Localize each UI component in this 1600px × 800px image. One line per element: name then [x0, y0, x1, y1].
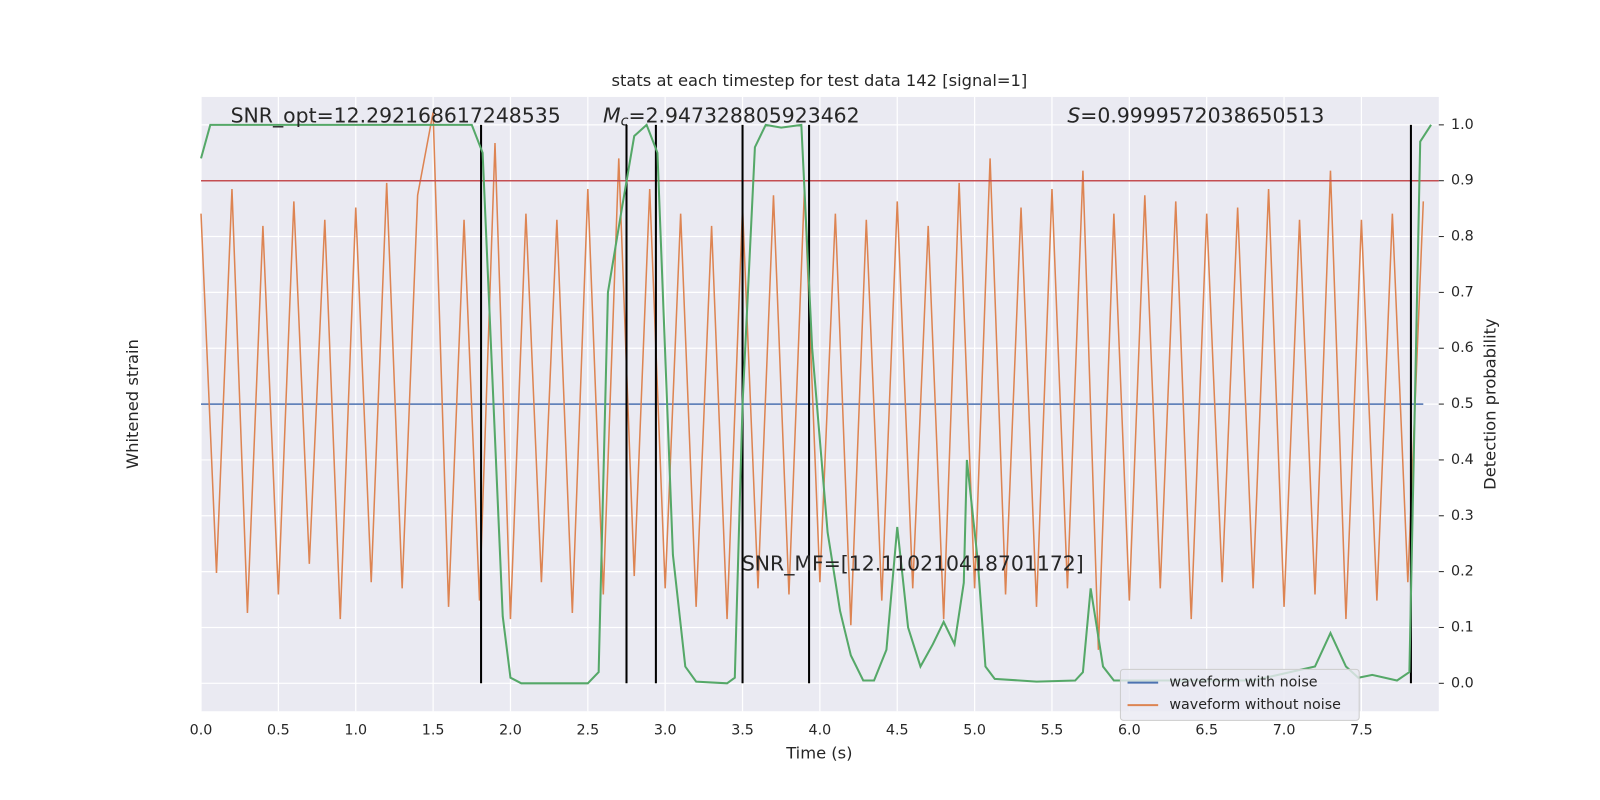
annotation: S=0.9999572038650513 — [1067, 103, 1324, 127]
legend-label: waveform without noise — [1169, 697, 1341, 713]
x-tick-label: 7.0 — [1273, 723, 1296, 739]
y2-tick-label: 0.0 — [1451, 675, 1474, 691]
x-tick-label: 6.5 — [1195, 723, 1218, 739]
x-tick-label: 4.0 — [809, 723, 832, 739]
annotation: Mc=2.947328805923462 — [603, 103, 860, 129]
x-tick-label: 6.0 — [1118, 723, 1141, 739]
annotation-subscript: c — [621, 113, 629, 129]
x-tick-label: 3.5 — [731, 723, 754, 739]
y2-tick-label: 0.3 — [1451, 508, 1474, 524]
x-tick-label: 1.0 — [344, 723, 367, 739]
y2-tick-label: 0.7 — [1451, 284, 1474, 300]
legend: waveform with noise waveform without nois… — [1119, 668, 1360, 721]
chart-title: stats at each timestep for test data 142… — [611, 71, 1027, 90]
x-tick-label: 0.5 — [267, 723, 290, 739]
y2-tick-label: 1.0 — [1451, 117, 1474, 133]
x-tick-label: 1.5 — [422, 723, 445, 739]
x-tick-label: 3.0 — [654, 723, 677, 739]
annotation-text: =2.947328805923462 — [628, 103, 859, 127]
x-tick-label: 4.5 — [886, 723, 909, 739]
x-tick-label: 5.0 — [963, 723, 986, 739]
x-tick-label: 2.0 — [499, 723, 522, 739]
y2-tick-label: 0.5 — [1451, 396, 1474, 412]
y2-tick-label: 0.2 — [1451, 564, 1474, 580]
y2-tick-label: 0.6 — [1451, 340, 1474, 356]
y-axis-label: Whitened strain — [123, 339, 142, 469]
annotation: SNR_MF=[12.110210418701172] — [742, 551, 1084, 576]
x-axis-label: Time (s) — [785, 744, 852, 763]
x-tick-label: 5.5 — [1041, 723, 1064, 739]
annotation-text: =0.9999572038650513 — [1080, 103, 1324, 127]
y2-axis-label: Detection probability — [1480, 318, 1499, 490]
annotation-symbol: M — [603, 103, 621, 127]
x-tick-label: 2.5 — [576, 723, 599, 739]
annotation-symbol: S — [1067, 103, 1080, 127]
x-tick-label: 0.0 — [190, 723, 213, 739]
x-tick-label: 7.5 — [1350, 723, 1373, 739]
legend-label: waveform with noise — [1169, 675, 1317, 691]
y2-tick-label: 0.8 — [1451, 229, 1474, 245]
y2-tick-label: 0.9 — [1451, 173, 1474, 189]
y2-tick-label: 0.1 — [1451, 619, 1474, 635]
legend-box — [1119, 668, 1360, 721]
annotation: SNR_opt=12.292168617248535 — [231, 103, 561, 128]
series-line — [200, 112, 1425, 650]
y2-tick-label: 0.4 — [1451, 452, 1474, 468]
